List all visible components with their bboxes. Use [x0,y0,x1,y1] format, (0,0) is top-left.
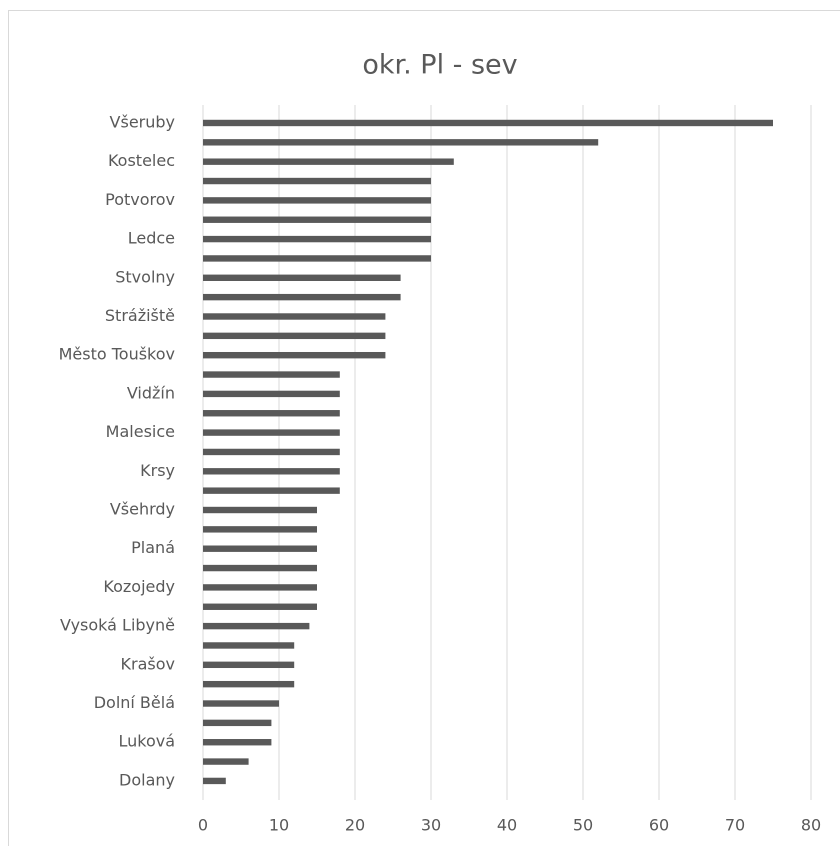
y-tick-label: Krašov [121,654,175,673]
x-tick-label: 50 [573,816,593,835]
bar [203,371,340,377]
x-tick-label: 60 [649,816,669,835]
bar [203,507,317,513]
bar [203,449,340,455]
y-tick-label: Stvolny [115,267,175,286]
y-tick-label: Strážiště [105,306,175,325]
y-tick-label: Kozojedy [103,577,175,596]
bar [203,584,317,590]
x-tick-label: 80 [801,816,821,835]
x-tick-label: 20 [345,816,365,835]
bar [203,217,431,223]
y-tick-label: Malesice [106,422,175,441]
bar [203,178,431,184]
y-tick-label: Kostelec [108,151,175,170]
x-tick-label: 70 [725,816,745,835]
bar [203,294,401,300]
y-tick-label: Dolany [119,770,175,789]
bar [203,700,279,706]
bar [203,391,340,397]
bar [203,468,340,474]
y-tick-label: Všehrdy [110,500,175,519]
bar [203,236,431,242]
y-tick-label: Ledce [128,229,175,248]
x-tick-label: 30 [421,816,441,835]
bar [203,158,454,164]
bar [203,313,385,319]
bar [203,526,317,532]
y-tick-label: Planá [131,538,175,557]
bar [203,139,598,145]
y-tick-label: Všeruby [110,112,175,131]
y-tick-label: Dolní Bělá [94,693,175,712]
bar [203,197,431,203]
bar [203,120,773,126]
bar [203,410,340,416]
bar [203,662,294,668]
y-tick-label: Krsy [140,461,175,480]
bar [203,333,385,339]
x-tick-label: 40 [497,816,517,835]
bar [203,720,271,726]
bar [203,623,309,629]
bar [203,642,294,648]
bar [203,275,401,281]
bar [203,758,249,764]
bar [203,255,431,261]
y-tick-label: Město Touškov [59,345,175,364]
bar [203,487,340,493]
y-tick-label: Vidžín [127,383,175,402]
bar [203,778,226,784]
bar [203,352,385,358]
bar [203,739,271,745]
y-tick-label: Potvorov [105,190,175,209]
y-tick-label: Vysoká Libyně [60,616,175,635]
bar [203,429,340,435]
chart-title: okr. Pl - sev [362,50,517,81]
bar [203,565,317,571]
bar [203,546,317,552]
y-tick-label: Luková [118,732,175,751]
x-tick-label: 10 [269,816,289,835]
bar [203,604,317,610]
bar [203,681,294,687]
x-tick-label: 0 [198,816,208,835]
